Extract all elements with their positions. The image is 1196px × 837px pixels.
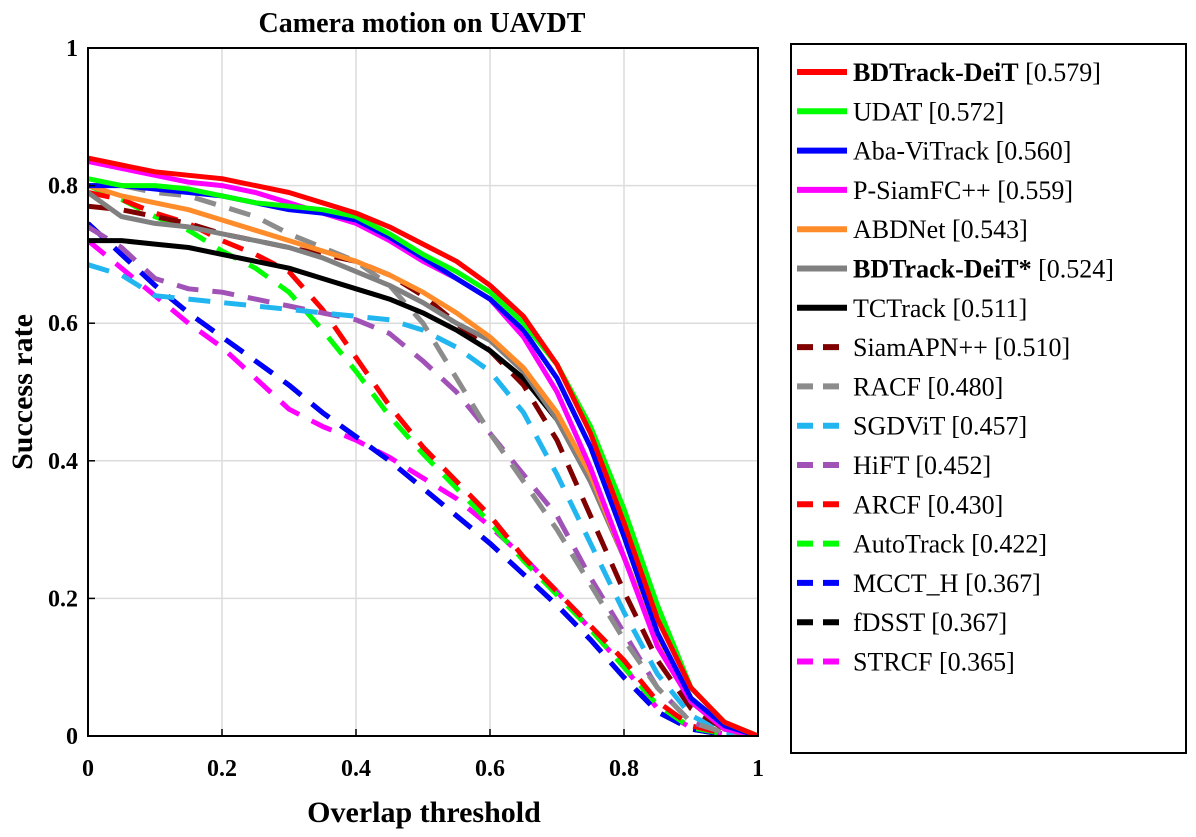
legend-label: RACF [0.480]: [853, 372, 1003, 401]
legend-name: TCTrack: [853, 294, 946, 323]
legend-label: P-SiamFC++ [0.559]: [853, 176, 1073, 205]
y-tick-label: 0.4: [48, 449, 78, 475]
x-axis-label: Overlap threshold: [307, 796, 541, 829]
legend-score: [0.543]: [945, 215, 1027, 244]
legend-label: TCTrack [0.511]: [853, 294, 1027, 323]
legend-name: ABDNet: [853, 215, 946, 244]
legend-score: [0.452]: [909, 451, 991, 480]
legend-score: [0.524]: [1032, 255, 1114, 284]
legend-item: UDAT [0.572]: [797, 97, 1004, 126]
legend-label: SiamAPN++ [0.510]: [853, 333, 1070, 362]
legend-name: BDTrack-DeiT*: [853, 255, 1032, 284]
legend-score: [0.480]: [921, 372, 1003, 401]
legend-name: UDAT: [853, 97, 922, 126]
legend-label: fDSST [0.367]: [853, 608, 1007, 637]
legend-score: [0.365]: [933, 648, 1015, 677]
series-line-tctrack: [88, 238, 758, 736]
legend-item: HiFT [0.452]: [797, 451, 991, 480]
legend-item: TCTrack [0.511]: [797, 294, 1027, 323]
legend-name: BDTrack-DeiT: [853, 58, 1019, 87]
x-tick-label: 0: [82, 756, 94, 782]
axis-ticks: 0 0.2 0.4 0.6 0.8 1 0 0.2 0.4 0.6 0.8 1: [48, 36, 764, 782]
legend-label: MCCT_H [0.367]: [853, 569, 1041, 598]
legend-score: [0.457]: [945, 412, 1027, 441]
chart-title: Camera motion on UAVDT: [259, 8, 586, 39]
legend-item: P-SiamFC++ [0.559]: [797, 176, 1073, 205]
legend-score: [0.572]: [922, 97, 1004, 126]
legend-label: BDTrack-DeiT [0.579]: [853, 58, 1101, 87]
legend-name: RACF: [853, 372, 921, 401]
legend-name: P-SiamFC++: [853, 176, 991, 205]
legend-name: SGDViT: [853, 412, 945, 441]
legend-box: [790, 43, 1187, 754]
legend-score: [0.579]: [1019, 58, 1101, 87]
legend-name: AutoTrack: [853, 530, 965, 559]
legend-item: AutoTrack [0.422]: [797, 530, 1047, 559]
x-tick-label: 0.6: [475, 756, 505, 782]
y-tick-label: 0: [66, 724, 78, 750]
legend-name: fDSST: [853, 608, 925, 637]
series-line-p-siamfc-: [88, 159, 758, 736]
y-axis-label: Success rate: [6, 314, 39, 470]
legend-item: BDTrack-DeiT* [0.524]: [797, 255, 1114, 284]
legend-label: ABDNet [0.543]: [853, 215, 1028, 244]
y-tick-label: 0.2: [48, 586, 78, 612]
legend-score: [0.511]: [946, 294, 1027, 323]
x-tick-label: 1: [752, 756, 764, 782]
series-line-bdtrack-deit-: [88, 190, 758, 736]
legend-score: [0.367]: [925, 608, 1007, 637]
x-tick-label: 0.2: [207, 756, 237, 782]
legend-item: ABDNet [0.543]: [797, 215, 1028, 244]
legend-item: fDSST [0.367]: [797, 608, 1007, 637]
legend-item: BDTrack-DeiT [0.579]: [797, 58, 1101, 87]
series-line-sgdvit: [88, 262, 758, 736]
legend-item: SiamAPN++ [0.510]: [797, 333, 1070, 362]
plot-frame: [87, 47, 759, 737]
legend-score: [0.422]: [965, 530, 1047, 559]
series-line-hift: [88, 224, 758, 736]
legend-name: SiamAPN++: [853, 333, 988, 362]
y-tick-label: 1: [66, 36, 78, 62]
x-tick-label: 0.4: [341, 756, 371, 782]
series-line-autotrack: [88, 183, 758, 736]
legend-label: AutoTrack [0.422]: [853, 530, 1047, 559]
y-tick-label: 0.6: [48, 311, 78, 337]
legend-name: Aba-ViTrack: [853, 137, 989, 166]
series-line-arcf: [88, 190, 758, 736]
legend-score: [0.510]: [988, 333, 1070, 362]
legend-item: RACF [0.480]: [797, 372, 1003, 401]
legend-item: SGDViT [0.457]: [797, 412, 1027, 441]
legend-label: BDTrack-DeiT* [0.524]: [853, 255, 1114, 284]
legend-name: HiFT: [853, 451, 909, 480]
legend-item: STRCF [0.365]: [797, 648, 1015, 677]
y-tick-label: 0.8: [48, 174, 78, 200]
legend-score: [0.560]: [989, 137, 1071, 166]
series-line-udat: [88, 176, 758, 736]
legend-item: Aba-ViTrack [0.560]: [797, 137, 1071, 166]
legend-label: ARCF [0.430]: [853, 490, 1003, 519]
legend-score: [0.367]: [958, 569, 1040, 598]
legend-score: [0.430]: [921, 490, 1003, 519]
legend-label: Aba-ViTrack [0.560]: [853, 137, 1071, 166]
series-line-mcct-h: [88, 221, 758, 736]
legend-items: BDTrack-DeiT [0.579] UDAT [0.572] Aba-ViTr…: [797, 58, 1114, 677]
legend-score: [0.559]: [991, 176, 1073, 205]
legend-label: HiFT [0.452]: [853, 451, 991, 480]
legend-item: MCCT_H [0.367]: [797, 569, 1041, 598]
legend-label: STRCF [0.365]: [853, 648, 1015, 677]
series-lines: [88, 155, 758, 736]
legend-label: SGDViT [0.457]: [853, 412, 1027, 441]
legend-name: ARCF: [853, 490, 921, 519]
series-line-bdtrack-deit: [88, 155, 758, 736]
legend-name: STRCF: [853, 648, 933, 677]
series-line-siamapn-: [88, 203, 758, 736]
legend-item: ARCF [0.430]: [797, 490, 1003, 519]
series-line-racf: [88, 183, 758, 736]
legend-label: UDAT [0.572]: [853, 97, 1004, 126]
legend-name: MCCT_H: [853, 569, 959, 598]
x-tick-label: 0.8: [609, 756, 639, 782]
legend: BDTrack-DeiT [0.579] UDAT [0.572] Aba-ViTr…: [790, 43, 1187, 754]
